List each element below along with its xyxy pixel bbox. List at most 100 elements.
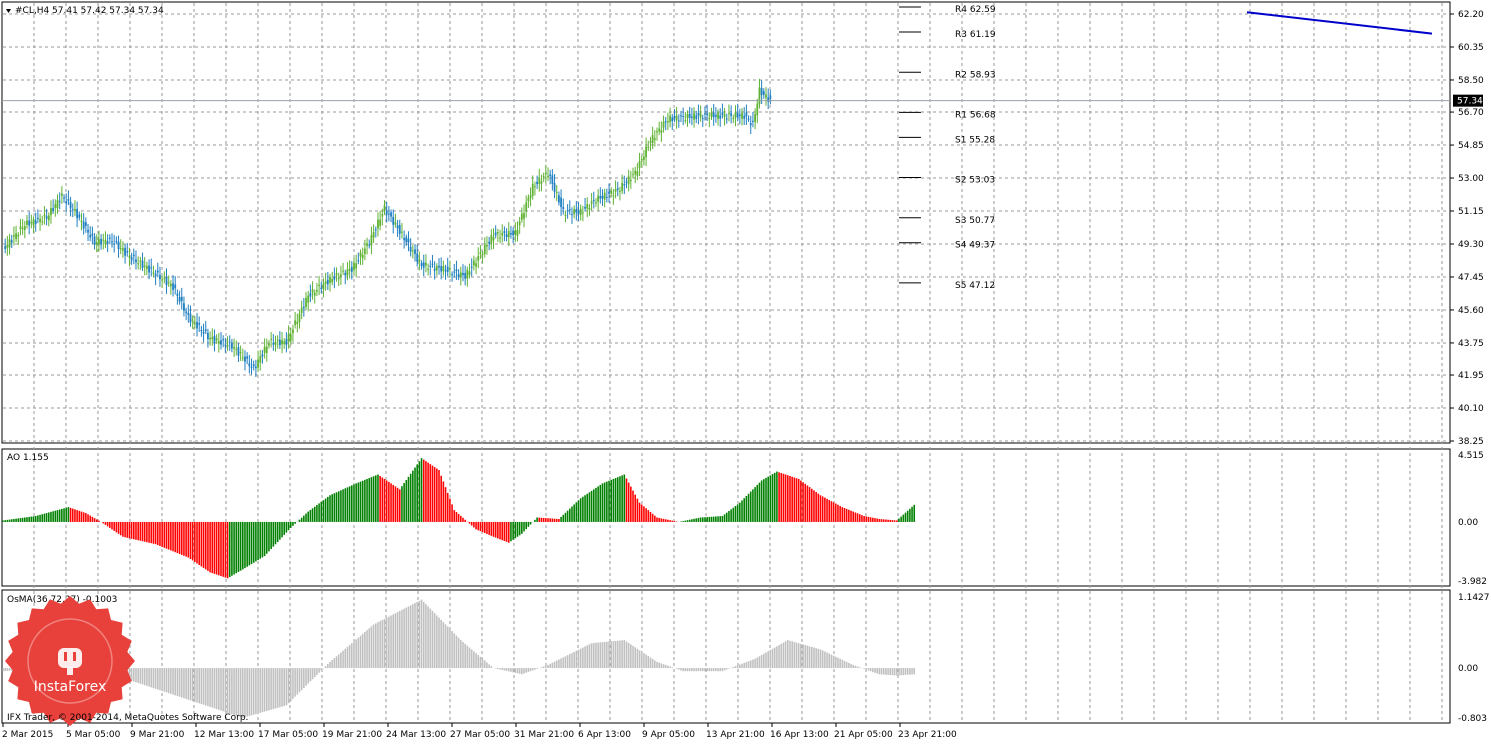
candle-body (514, 230, 517, 236)
candle-body (333, 276, 336, 280)
candle-body (93, 236, 96, 245)
candle-body (697, 113, 700, 116)
candle-body (706, 113, 709, 116)
candle-body (342, 270, 344, 272)
candle-body (481, 253, 484, 255)
candle-body (671, 117, 674, 122)
candle-body (464, 272, 467, 279)
candle-body (499, 237, 501, 239)
candle-body (427, 268, 429, 270)
ao-panel[interactable] (1, 448, 1451, 587)
candle-body (54, 204, 57, 208)
candle-body (215, 338, 218, 341)
candle-body (137, 263, 140, 265)
logo-inner-ring (27, 618, 113, 704)
candle-body (730, 113, 733, 116)
candle-body (490, 235, 493, 244)
candle-body (527, 197, 530, 202)
time-tick-label: 6 Apr 13:00 (578, 730, 631, 740)
time-tick-label: 27 Mar 05:00 (450, 730, 510, 740)
candle-body (492, 237, 495, 241)
pivot-label: S5 47.12 (955, 281, 995, 291)
candle-body (553, 182, 556, 192)
candle-body (307, 295, 310, 303)
price-tick-label: 43.75 (1458, 339, 1484, 349)
candle-body (568, 209, 571, 211)
candle-body (329, 276, 331, 283)
candle-body (169, 283, 172, 287)
candle-body (621, 182, 624, 191)
osma-header: OsMA(36,72,27) -0.1003 (7, 595, 117, 605)
candle-body (113, 243, 116, 245)
candle-body (516, 229, 519, 236)
logo-tree-icon (58, 648, 82, 675)
candle-body (468, 271, 471, 275)
time-tick-label: 21 Apr 05:00 (834, 730, 893, 740)
candle-body (712, 112, 715, 118)
candle-body (586, 203, 589, 209)
candle-body (36, 217, 39, 219)
pivot-label: R2 58.93 (955, 70, 996, 80)
candle-body (34, 220, 37, 225)
candle-body (407, 238, 410, 243)
blue-trendline[interactable] (1246, 11, 1433, 35)
osma-panel[interactable] (1, 589, 1451, 724)
candle-body (359, 252, 362, 257)
candle-body (209, 337, 211, 340)
candle-body (425, 262, 427, 266)
candle-body (512, 230, 515, 236)
candle-body (627, 176, 630, 185)
candle-body (368, 244, 371, 246)
collapse-triangle-icon[interactable] (6, 9, 11, 13)
candle-body (281, 340, 283, 345)
time-tick-label: 2 Mar 2015 (2, 730, 53, 740)
candle-body (167, 282, 170, 284)
candle-body (259, 356, 262, 363)
candle-body (115, 241, 118, 243)
candle-body (71, 209, 74, 211)
candle-body (592, 200, 595, 202)
grid-lines (3, 3, 1449, 722)
candle-body (736, 112, 739, 118)
candle-body (728, 113, 730, 115)
main-price-panel[interactable] (1, 1, 1451, 444)
ao-scale: 4.515 0.00 -3.982 (1458, 451, 1487, 587)
pivot-label: R4 62.59 (955, 5, 996, 15)
candle-body (688, 113, 691, 118)
candle-body (244, 356, 246, 362)
candle-body (769, 95, 772, 99)
pivot-levels: R4 62.59 R3 61.19 R2 58.93 R1 56.68 S1 55.28… (899, 5, 996, 291)
candle-body (185, 311, 188, 313)
candle-body (470, 266, 473, 268)
candle-body (91, 233, 94, 236)
candle-body (19, 226, 22, 230)
candle-body (67, 199, 70, 201)
pivot-label: S2 53.03 (955, 175, 995, 185)
candle-body (610, 190, 613, 194)
candle-body (69, 201, 72, 209)
candle-body (723, 113, 726, 117)
candle-body (248, 363, 251, 367)
candle-body (377, 219, 379, 229)
candle-body (141, 260, 144, 268)
candle-body (536, 181, 538, 185)
candle-body (540, 181, 543, 184)
candle-body (335, 273, 338, 276)
candle-body (189, 313, 192, 323)
candle-body (743, 115, 746, 119)
candle-body (510, 233, 512, 235)
candle-body (10, 240, 13, 243)
candle-body (581, 212, 584, 214)
candle-body (204, 329, 207, 332)
candle-body (353, 262, 355, 271)
candle-body (13, 235, 15, 237)
price-tick-label: 56.70 (1458, 108, 1484, 118)
candle-body (601, 195, 604, 199)
candle-body (47, 215, 50, 221)
candle-body (235, 348, 238, 350)
candle-body (265, 346, 268, 353)
candle-body (708, 118, 711, 120)
candle-body (180, 296, 183, 301)
candle-body (390, 212, 392, 217)
